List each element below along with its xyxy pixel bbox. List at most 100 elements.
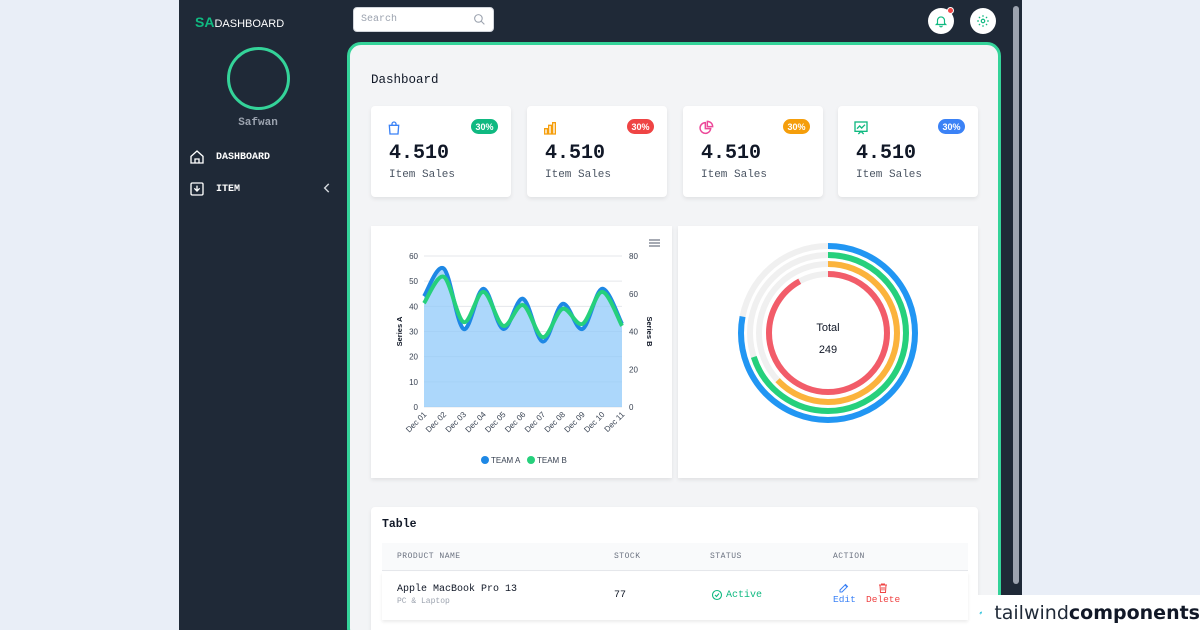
- product-category: PC & Laptop: [397, 597, 450, 606]
- logo-text: DASHBOARD: [214, 18, 285, 30]
- table-header: PRODUCT NAME STOCK STATUS ACTION: [382, 543, 968, 571]
- y-right-axis-title: Series B: [645, 316, 654, 347]
- product-stock: 77: [614, 590, 627, 601]
- y-tick-label: 10: [409, 378, 418, 387]
- avatar[interactable]: [227, 47, 290, 110]
- status-badge: Active: [711, 589, 762, 601]
- x-tick-label: Dec 02: [424, 410, 449, 435]
- radial-bar: [756, 261, 900, 405]
- radial-chart-card: Total 249: [678, 226, 978, 478]
- search-input[interactable]: [361, 14, 471, 25]
- legend-label[interactable]: TEAM B: [537, 456, 567, 465]
- page-title: Dashboard: [371, 73, 439, 87]
- y-tick-label: 40: [409, 302, 418, 311]
- sidebar-item-item[interactable]: ITEM: [189, 178, 334, 200]
- y-tick-label: 20: [409, 353, 418, 362]
- stat-value: 4.510: [389, 142, 450, 165]
- table-title: Table: [382, 518, 417, 531]
- status-badge: 30%: [471, 119, 498, 134]
- x-tick-label: Dec 03: [444, 410, 469, 435]
- radial-center-value: 249: [819, 344, 837, 356]
- app-window: SADASHBOARD Safwan DASHBOARD ITEM Dashbo…: [179, 0, 1022, 630]
- stat-card: 30% 4.510 Item Sales: [371, 106, 511, 197]
- watermark: tailwindcomponents: [977, 595, 1200, 630]
- stat-label: Item Sales: [701, 169, 768, 181]
- y-right-tick-label: 60: [629, 290, 638, 299]
- y-right-tick-label: 40: [629, 328, 638, 337]
- stat-label: Item Sales: [545, 169, 612, 181]
- y-tick-label: 30: [409, 328, 418, 337]
- stat-card: 30% 4.510 Item Sales: [527, 106, 667, 197]
- status-text: Active: [726, 589, 763, 601]
- product-table-card: Table PRODUCT NAME STOCK STATUS ACTION A…: [371, 507, 978, 630]
- x-tick-label: Dec 08: [543, 410, 568, 435]
- x-tick-label: Dec 07: [523, 410, 548, 435]
- series-line-team-b: [422, 274, 624, 340]
- logo[interactable]: SADASHBOARD: [195, 14, 284, 30]
- sidebar: SADASHBOARD Safwan DASHBOARD ITEM: [179, 0, 344, 630]
- area-chart-card: 0 10 20 30 40 50 60 0 20 40 60 80 Dec 01 Dec 02 Dec 03…: [371, 226, 672, 478]
- shopping-bag-icon: [388, 121, 400, 135]
- column-header: PRODUCT NAME: [397, 552, 461, 561]
- x-tick-label: Dec 04: [464, 410, 489, 435]
- edit-icon: [839, 583, 849, 593]
- status-badge: 30%: [938, 119, 965, 134]
- x-tick-label: Dec 09: [563, 410, 588, 435]
- column-header: STOCK: [614, 552, 641, 561]
- menu-icon[interactable]: [649, 239, 660, 247]
- stat-value: 4.510: [856, 142, 917, 165]
- gear-icon: [977, 15, 989, 27]
- pie-chart-icon: [699, 120, 714, 135]
- bell-icon: [934, 16, 948, 28]
- y-tick-label: 50: [409, 277, 418, 286]
- stat-value: 4.510: [545, 142, 606, 165]
- trash-icon: [879, 583, 888, 593]
- check-circle-icon: [711, 589, 723, 601]
- radial-chart: Total 249: [738, 243, 918, 423]
- legend-marker: [527, 456, 535, 464]
- logo-abbr: SA: [195, 14, 215, 30]
- y-right-tick-label: 80: [629, 252, 638, 261]
- y-right-tick-label: 0: [629, 403, 634, 412]
- download-box-icon: [190, 182, 204, 196]
- column-header: STATUS: [710, 552, 742, 561]
- x-tick-label: Dec 11: [603, 410, 627, 434]
- series-area-team-a: [424, 267, 622, 407]
- stat-value: 4.510: [701, 142, 762, 165]
- watermark-bold: components: [1068, 601, 1200, 624]
- column-header: ACTION: [833, 552, 865, 561]
- x-tick-label: Dec 10: [582, 410, 607, 435]
- stat-label: Item Sales: [856, 169, 923, 181]
- status-badge: 30%: [627, 119, 654, 134]
- search-box: [353, 7, 494, 32]
- notification-dot: [947, 7, 954, 14]
- edit-button[interactable]: Edit: [833, 582, 856, 605]
- x-tick-label: Dec 05: [483, 410, 508, 435]
- home-icon: [190, 150, 204, 164]
- x-tick-label: Dec 06: [503, 410, 528, 435]
- sidebar-item-label: ITEM: [216, 183, 241, 195]
- delete-button[interactable]: Delete: [866, 582, 900, 605]
- y-axis-title: Series A: [395, 316, 404, 346]
- y-tick-label: 60: [409, 252, 418, 261]
- settings-button[interactable]: [970, 8, 996, 34]
- trend-chart-icon: [854, 121, 868, 135]
- chevron-left-icon[interactable]: [320, 181, 334, 195]
- user-name: Safwan: [238, 117, 278, 129]
- radial-bar: [766, 271, 890, 395]
- radial-bar: [747, 252, 909, 414]
- product-name: Apple MacBook Pro 13: [397, 584, 518, 595]
- radial-center-label: Total: [816, 322, 839, 334]
- search-icon[interactable]: [473, 13, 486, 26]
- sidebar-item-dashboard[interactable]: DASHBOARD: [189, 146, 334, 168]
- watermark-light: tailwind: [994, 601, 1069, 624]
- notifications-button[interactable]: [928, 7, 954, 34]
- stat-card: 30% 4.510 Item Sales: [683, 106, 823, 197]
- scrollbar[interactable]: [1013, 6, 1019, 584]
- table-row: Apple MacBook Pro 13 PC & Laptop 77 Acti…: [382, 572, 968, 620]
- legend-label[interactable]: TEAM A: [491, 456, 521, 465]
- edit-label: Edit: [833, 594, 856, 605]
- watermark-text: tailwindcomponents: [988, 602, 1200, 624]
- x-tick-label: Dec 01: [404, 410, 429, 435]
